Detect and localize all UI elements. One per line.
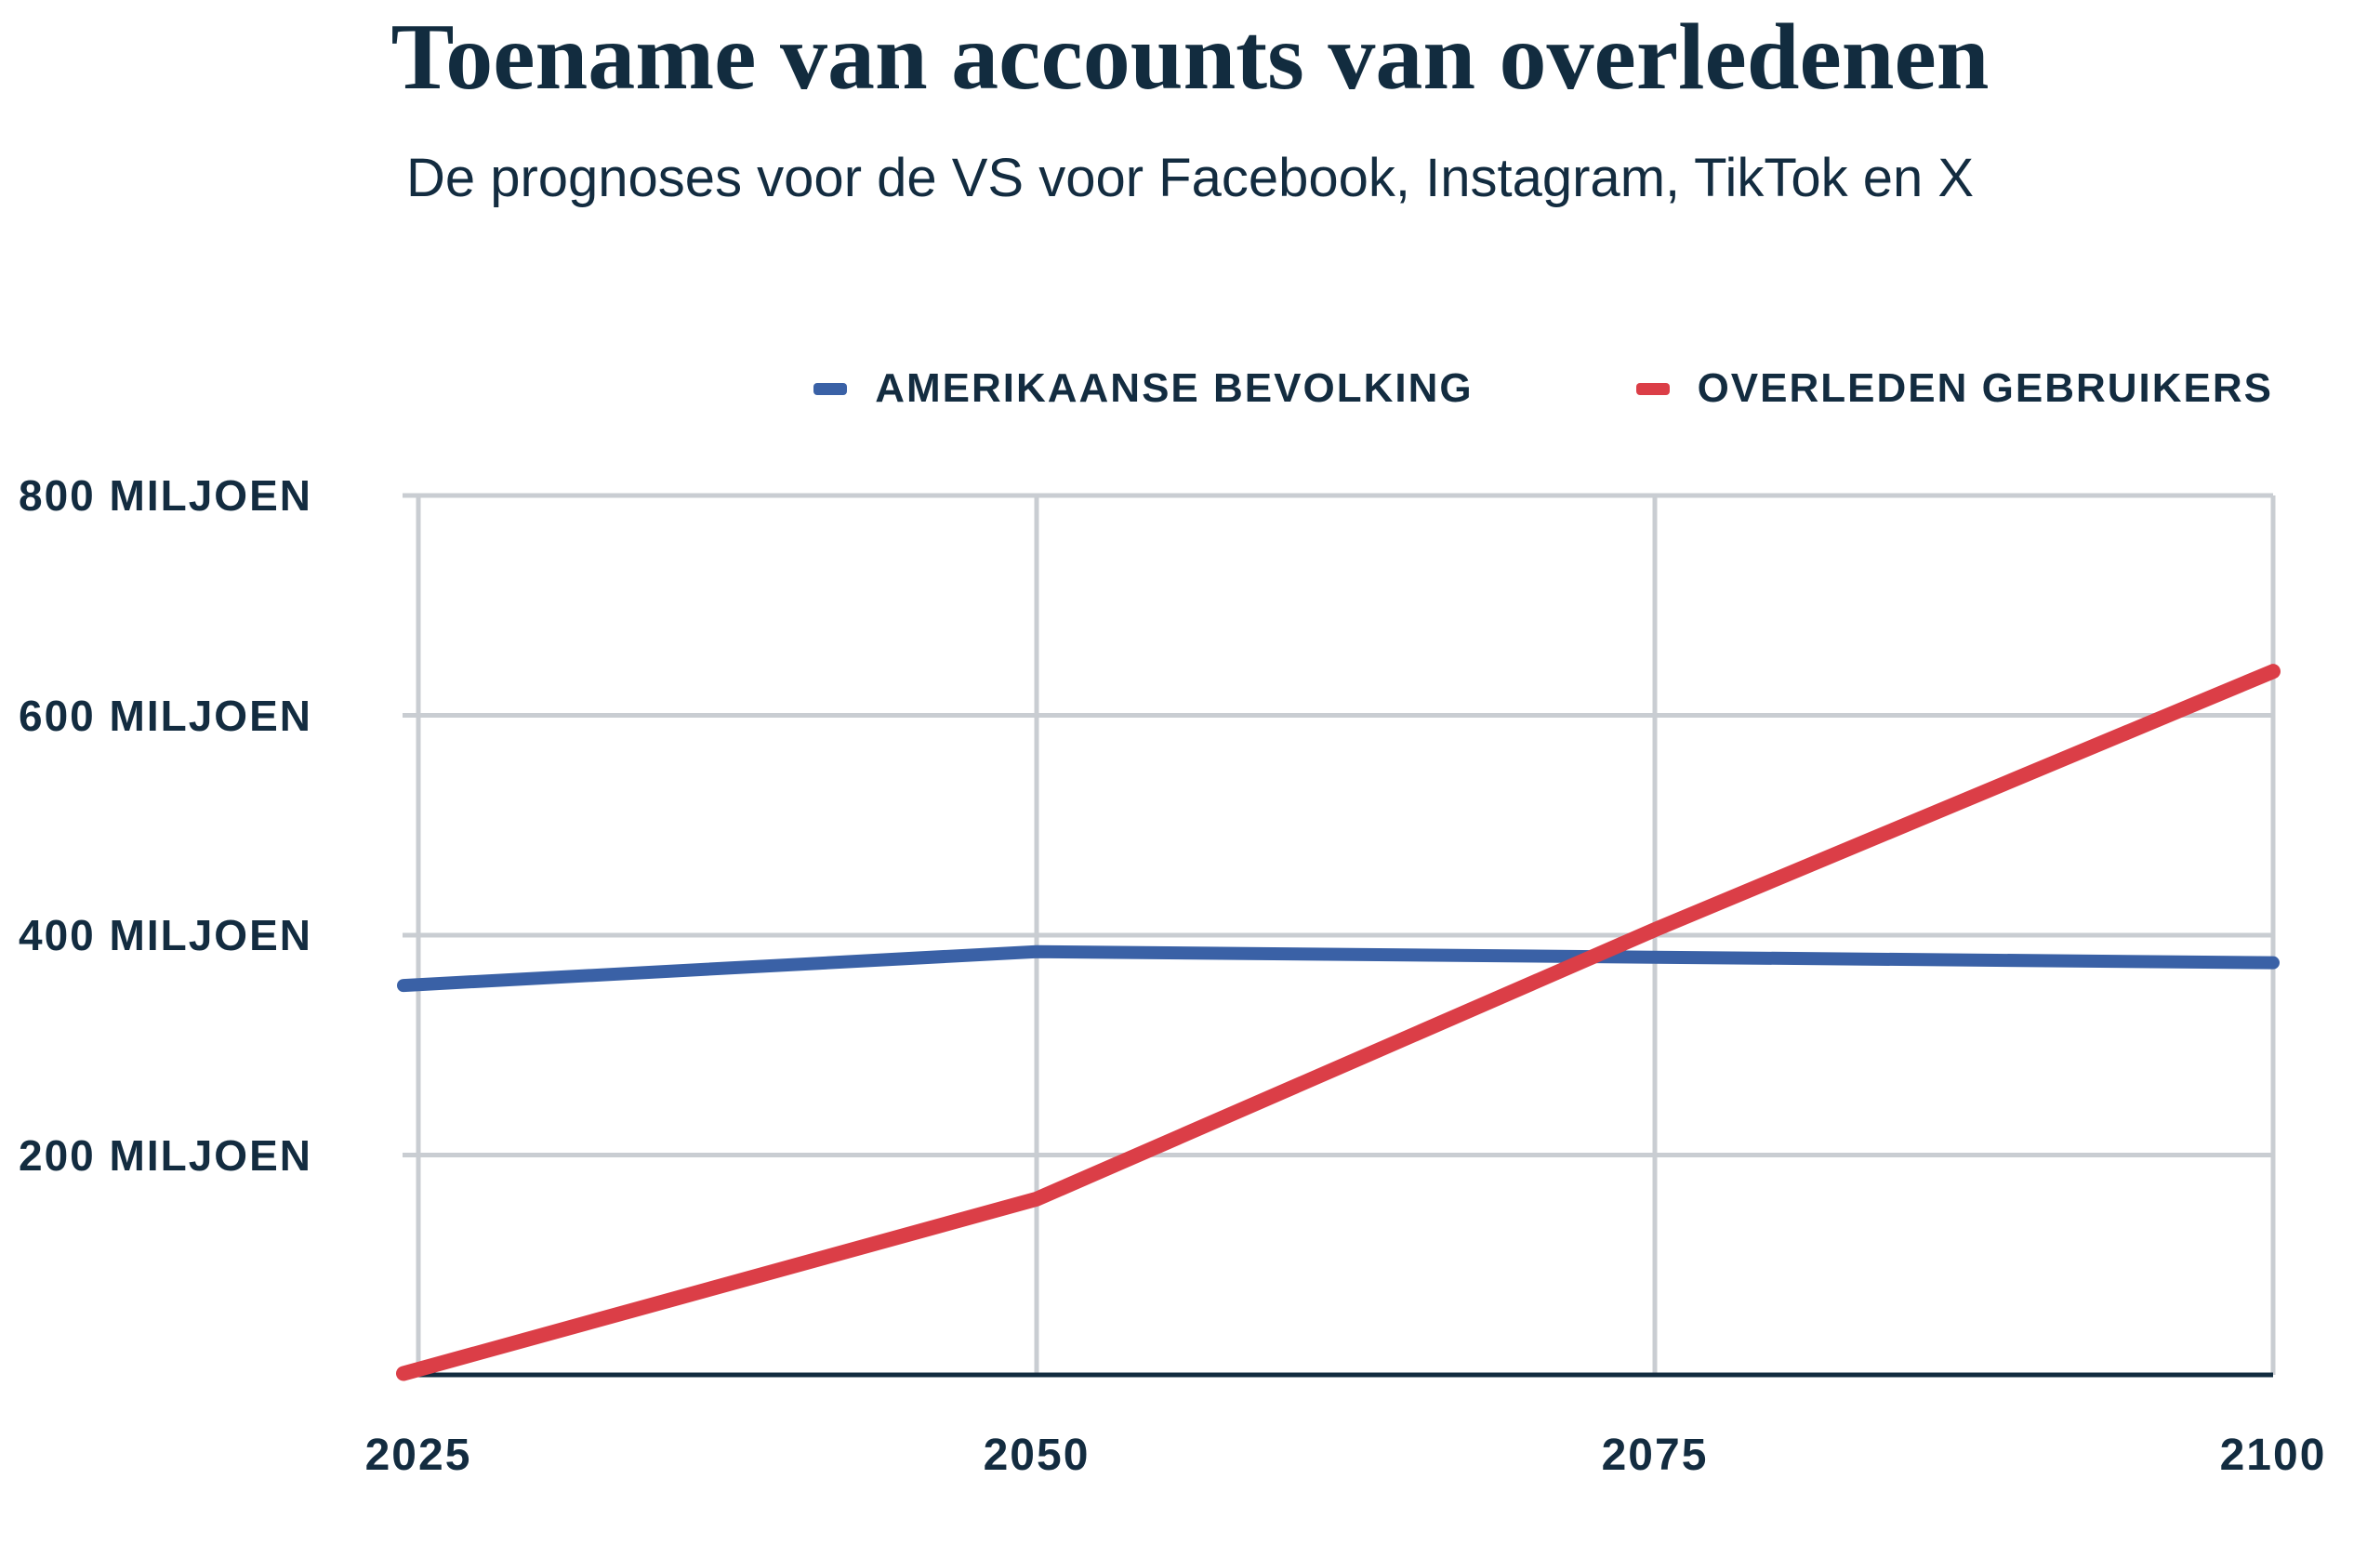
legend-label-deceased: OVERLEDEN GEBRUIKERS [1697, 365, 2273, 411]
x-axis-tick-2050: 2050 [983, 1431, 1091, 1480]
x-axis-tick-2075: 2075 [1601, 1431, 1709, 1480]
legend-label-population: AMERIKAANSE BEVOLKING [875, 365, 1474, 411]
x-axis-tick-2100: 2100 [2219, 1431, 2327, 1480]
y-axis-tick-200: 200 MILJOEN [19, 1131, 312, 1180]
x-axis-tick-2025: 2025 [364, 1431, 472, 1480]
legend-item-population: AMERIKAANSE BEVOLKING [813, 365, 1473, 412]
series-line-population [397, 944, 2280, 993]
population-swatch-icon [813, 382, 848, 395]
y-axis-tick-600: 600 MILJOEN [19, 692, 312, 740]
series-line-deceased-users [396, 664, 2281, 1381]
gridlines [403, 493, 2276, 1375]
plot-area [396, 493, 2281, 1381]
legend-item-deceased: OVERLEDEN GEBRUIKERS [1635, 365, 2273, 412]
deceased-swatch-icon [1635, 382, 1670, 395]
y-axis-tick-400: 400 MILJOEN [19, 911, 312, 959]
chart-subtitle: De prognoses voor de VS voor Facebook, I… [405, 148, 1975, 208]
plot-svg [396, 493, 2281, 1381]
y-axis-tick-800: 800 MILJOEN [19, 471, 312, 520]
chart-title: Toename van accounts van overledenen [390, 5, 1990, 110]
legend: AMERIKAANSE BEVOLKING OVERLEDEN GEBRUIKE… [418, 364, 2273, 413]
